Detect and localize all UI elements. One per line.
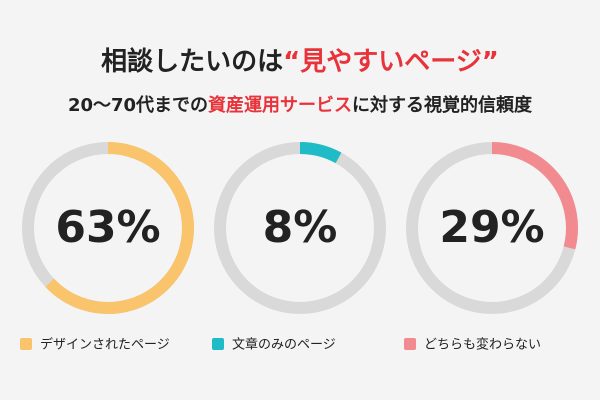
donut-arc [491,142,578,250]
title-part: 相談したいのは [101,46,283,77]
legend-swatch [404,338,416,350]
value-label: 29% [439,202,544,253]
donut-arc [45,142,194,314]
subtitle-part: 20〜70代までの [68,95,208,116]
legend-label: デザインされたページ [40,337,170,353]
value-label: 63% [55,202,160,253]
subtitle: 20〜70代までの資産運用サービスに対する視覚的信頼度 [68,94,533,116]
subtitle-part: に対する視覚的信頼度 [352,94,533,116]
subtitle-highlight: 資産運用サービス [208,94,352,116]
legend-label: 文章のみのページ [232,337,336,353]
title: 相談したいのは“見やすいページ” [101,46,499,77]
title-highlight: “見やすいページ” [283,47,499,77]
legend-swatch [20,338,32,350]
legend-label: どちらも変わらない [424,337,541,353]
value-label: 8% [263,202,338,253]
donut-arc [299,142,342,164]
legend-swatch [212,338,224,350]
